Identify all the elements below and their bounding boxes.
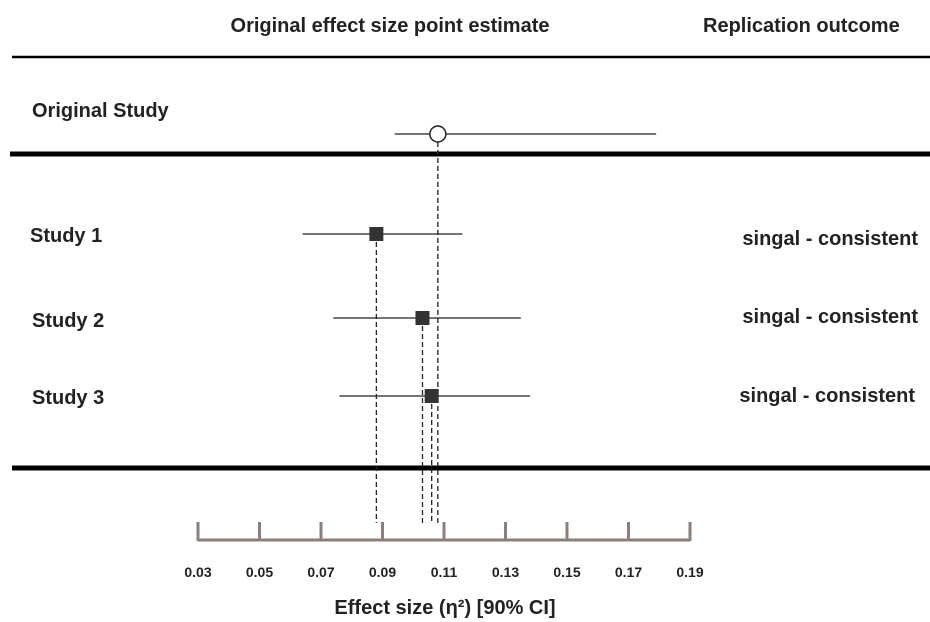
x-tick-label: 0.11 bbox=[431, 564, 458, 580]
point-estimate-open-circle bbox=[429, 125, 447, 143]
outcome-study-3: singal - consistent bbox=[739, 385, 915, 407]
x-axis: 0.03 0.05 0.07 0.09 0.11 0.13 0.15 0.17 0.19 bbox=[184, 522, 704, 580]
left-column-header: Original effect size point estimate bbox=[231, 15, 550, 37]
row-label-study-3: Study 3 bbox=[32, 387, 104, 409]
x-tick-label: 0.17 bbox=[615, 564, 642, 580]
x-tick-label: 0.07 bbox=[307, 564, 334, 580]
point-estimate-square bbox=[424, 389, 439, 403]
outcome-study-1: singal - consistent bbox=[742, 228, 918, 250]
row-label-original-study: Original Study bbox=[32, 100, 170, 122]
x-tick-label: 0.19 bbox=[676, 564, 703, 580]
forest-marks bbox=[302, 125, 657, 523]
right-column-header: Replication outcome bbox=[703, 15, 900, 37]
row-label-study-2: Study 2 bbox=[32, 310, 104, 332]
point-estimate-square bbox=[415, 311, 430, 325]
row-label-study-1: Study 1 bbox=[30, 225, 102, 247]
point-estimate-square bbox=[369, 227, 384, 241]
x-tick-label: 0.03 bbox=[184, 564, 211, 580]
x-tick-label: 0.05 bbox=[246, 564, 273, 580]
x-axis-title: Effect size (η²) [90% CI] bbox=[334, 597, 555, 619]
outcome-study-2: singal - consistent bbox=[742, 306, 918, 328]
x-tick-label: 0.13 bbox=[492, 564, 519, 580]
x-tick-label: 0.09 bbox=[369, 564, 396, 580]
x-tick-label: 0.15 bbox=[553, 564, 580, 580]
